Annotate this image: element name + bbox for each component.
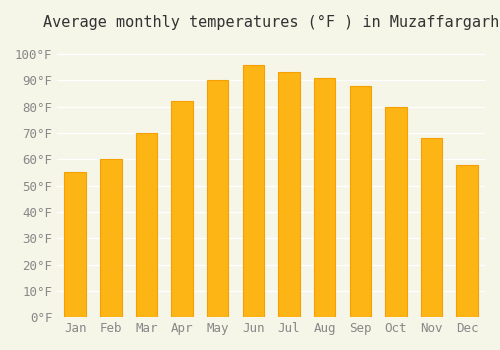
Bar: [385, 107, 406, 317]
Bar: [64, 173, 86, 317]
Bar: [421, 138, 442, 317]
Bar: [172, 102, 193, 317]
Bar: [242, 65, 264, 317]
Bar: [207, 80, 229, 317]
Title: Average monthly temperatures (°F ) in Muzaffargarh: Average monthly temperatures (°F ) in Mu…: [43, 15, 500, 30]
Bar: [100, 159, 122, 317]
Bar: [136, 133, 157, 317]
Bar: [278, 72, 299, 317]
Bar: [456, 164, 478, 317]
Bar: [314, 78, 336, 317]
Bar: [350, 86, 371, 317]
